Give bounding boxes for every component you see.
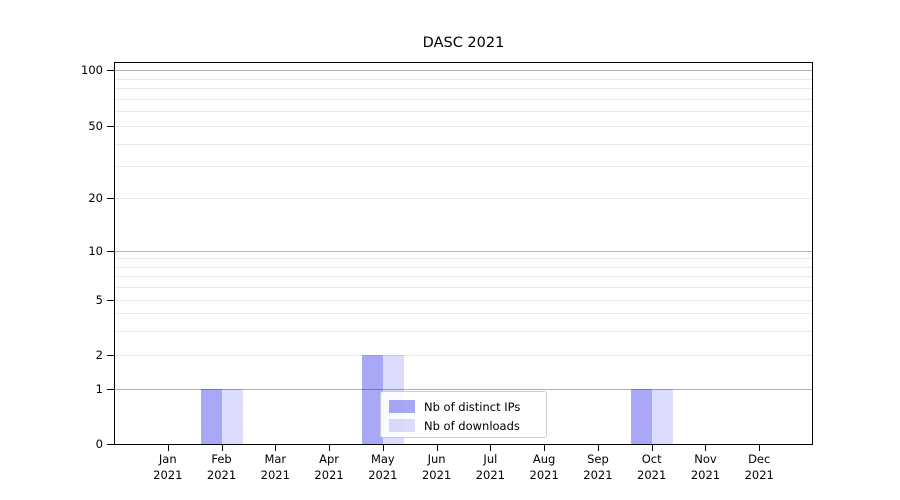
y-axis-tick (107, 126, 114, 127)
y-gridline-major (115, 251, 812, 252)
y-gridline-minor (115, 98, 812, 100)
y-axis-tick-label: 1 (95, 382, 103, 396)
y-axis-tick-label: 5 (95, 293, 103, 307)
y-axis-tick (107, 70, 114, 71)
y-gridline-major (115, 70, 812, 71)
y-gridline (115, 355, 812, 356)
y-gridline-minor (115, 330, 812, 332)
x-axis-tick (382, 445, 384, 451)
y-axis-tick-label: 2 (95, 348, 103, 362)
y-gridline (115, 198, 812, 199)
legend-swatch-downloads-icon (389, 419, 415, 432)
legend: Nb of distinct IPs Nb of downloads (380, 391, 547, 438)
y-axis-tick (107, 389, 114, 390)
x-axis-tick (651, 445, 653, 451)
y-axis-tick (107, 300, 114, 301)
x-axis-tick-label: Dec 2021 (744, 452, 774, 482)
bar-distinct-ips-may (361, 355, 383, 444)
y-gridline-major (115, 389, 812, 390)
y-axis-tick-label: 0 (95, 437, 103, 451)
y-axis-tick-label: 10 (88, 244, 103, 258)
legend-item-downloads: Nb of downloads (389, 417, 538, 434)
chart-title: DASC 2021 (422, 35, 505, 51)
x-axis-tick (705, 445, 707, 451)
x-axis-tick (759, 445, 761, 451)
y-gridline-minor (115, 258, 812, 260)
y-gridline-minor (115, 287, 812, 289)
y-gridline-minor (115, 166, 812, 168)
legend-swatch-distinct-ips-icon (389, 400, 415, 413)
x-axis-tick-label: Jun 2021 (421, 452, 452, 482)
x-axis-tick-label: Oct 2021 (637, 452, 667, 482)
y-axis-tick (107, 251, 114, 252)
legend-label-downloads: Nb of downloads (424, 418, 520, 433)
x-axis-tick (167, 445, 169, 451)
plot-inner (115, 63, 812, 444)
legend-label-distinct-ips: Nb of distinct IPs (424, 399, 521, 414)
y-gridline-minor (115, 78, 812, 80)
x-axis-tick-label: Mar 2021 (260, 452, 290, 482)
x-axis-tick-label: Apr 2021 (314, 452, 344, 482)
y-gridline (115, 126, 812, 127)
y-axis-tick-label: 50 (88, 119, 103, 133)
x-axis-tick (221, 445, 223, 451)
y-gridline-minor (115, 111, 812, 113)
x-axis-tick (436, 445, 438, 451)
x-axis-tick-label: Nov 2021 (690, 452, 721, 482)
y-gridline-minor (115, 88, 812, 90)
x-axis-tick (329, 445, 331, 451)
y-gridline-minor (115, 276, 812, 278)
plot-area (114, 62, 813, 445)
y-axis-tick-label: 100 (81, 63, 103, 77)
bar-distinct-ips-feb (200, 389, 222, 444)
y-axis-tick-label: 20 (88, 191, 103, 205)
x-axis-tick-label: Feb 2021 (206, 452, 237, 482)
bar-distinct-ips-oct (630, 389, 652, 444)
x-axis-tick (544, 445, 546, 451)
x-axis-tick-label: May 2021 (368, 452, 398, 482)
y-gridline-minor (115, 143, 812, 145)
x-axis-tick-label: Sep 2021 (583, 452, 613, 482)
y-axis-tick (107, 355, 114, 356)
legend-item-distinct-ips: Nb of distinct IPs (389, 398, 538, 415)
x-axis-tick (597, 445, 599, 451)
x-axis-tick (275, 445, 277, 451)
x-axis-tick (490, 445, 492, 451)
y-gridline (115, 300, 812, 301)
x-axis-tick-label: Aug 2021 (529, 452, 559, 482)
y-axis-tick (107, 444, 114, 445)
y-gridline-minor (115, 313, 812, 315)
y-axis-tick (107, 198, 114, 199)
x-axis-tick-label: Jul 2021 (475, 452, 506, 482)
x-axis-tick-label: Jan 2021 (153, 452, 183, 482)
y-gridline-minor (115, 266, 812, 268)
bar-downloads-oct (651, 389, 673, 444)
bar-downloads-feb (221, 389, 243, 444)
